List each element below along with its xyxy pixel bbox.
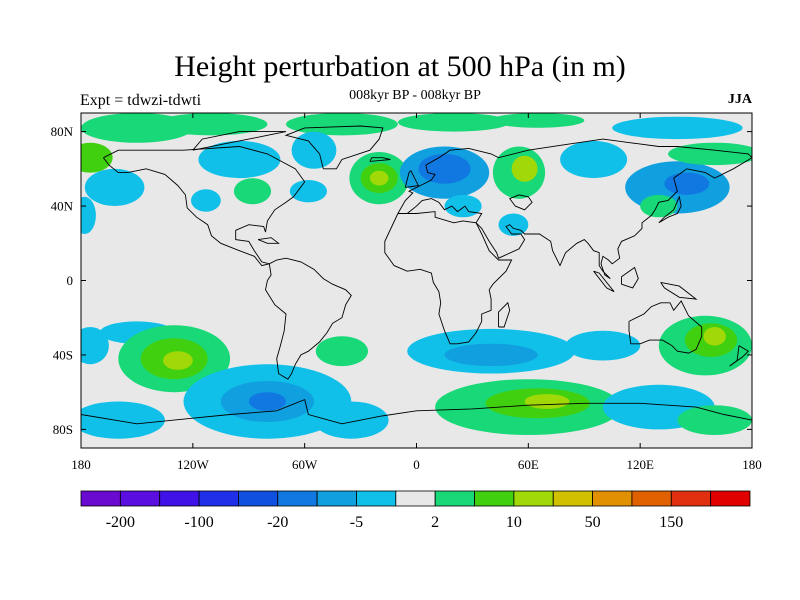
coastline-path bbox=[658, 195, 682, 224]
coastlines bbox=[81, 125, 752, 425]
coastline-path bbox=[593, 270, 615, 293]
colorbar-swatch bbox=[80, 490, 121, 507]
anomaly-contour bbox=[511, 155, 538, 182]
colorbar-swatch bbox=[710, 490, 751, 507]
colorbar-label: 150 bbox=[659, 514, 683, 531]
colorbar-swatch bbox=[670, 490, 712, 507]
experiment-label: Expt = tdwzi-tdwti bbox=[80, 92, 202, 109]
x-tick-label: 60E bbox=[518, 457, 539, 472]
coastline-path bbox=[81, 398, 752, 425]
colorbar-label: -20 bbox=[267, 514, 288, 531]
colorbar-swatch bbox=[434, 490, 475, 507]
coastline-path bbox=[508, 194, 533, 211]
x-tick-label: 120E bbox=[626, 457, 654, 472]
season-label: JJA bbox=[727, 92, 752, 107]
y-tick-label: 80S bbox=[53, 422, 73, 437]
anomaly-contour bbox=[612, 116, 743, 140]
colorbar-swatch bbox=[198, 490, 239, 507]
colorbar-label: -100 bbox=[184, 514, 213, 531]
anomaly-contour bbox=[418, 153, 471, 184]
period-label: 008kyr BP - 008kyr BP bbox=[349, 88, 481, 103]
x-tick-label: 180 bbox=[71, 457, 91, 472]
anomaly-contour bbox=[444, 194, 482, 218]
anomaly-contour bbox=[668, 142, 752, 166]
anomaly-contour bbox=[664, 172, 710, 195]
anomaly-contour bbox=[248, 392, 286, 411]
coastline-path bbox=[257, 237, 280, 244]
anomaly-contour bbox=[191, 189, 221, 212]
anomaly-contour bbox=[233, 178, 272, 205]
x-tick-label: 180 bbox=[742, 457, 762, 472]
anomaly-contour bbox=[155, 113, 268, 136]
anomaly-contour bbox=[163, 351, 193, 370]
anomaly-contour bbox=[315, 336, 368, 367]
colorbar-swatch bbox=[119, 490, 161, 507]
colorbar-label: -5 bbox=[350, 514, 363, 531]
coastline-path bbox=[729, 345, 750, 367]
anomaly-contour bbox=[565, 330, 641, 361]
coastline-path bbox=[621, 266, 639, 289]
colorbar-swatch bbox=[631, 490, 672, 507]
anomaly-contour bbox=[84, 168, 145, 206]
colorbar-label: -200 bbox=[106, 514, 135, 531]
coastline-path bbox=[498, 301, 511, 328]
colorbar-swatch bbox=[513, 490, 554, 507]
anomaly-contour bbox=[291, 131, 337, 169]
anomaly-contour bbox=[81, 327, 109, 365]
colorbar-swatch bbox=[474, 490, 515, 507]
colorbar-swatch bbox=[159, 490, 200, 507]
anomaly-field bbox=[81, 113, 752, 439]
coastline-path bbox=[397, 138, 752, 279]
coastline-path bbox=[265, 257, 352, 380]
colorbar-label: 2 bbox=[431, 514, 439, 531]
coastline-path bbox=[628, 300, 703, 354]
anomaly-contour bbox=[397, 113, 510, 132]
anomaly-contour bbox=[198, 140, 281, 179]
anomaly-contour bbox=[560, 140, 628, 179]
colorbar-swatch bbox=[316, 490, 357, 507]
anomaly-contour bbox=[289, 180, 327, 203]
anomaly-contour bbox=[81, 196, 96, 234]
colorbar-swatch bbox=[592, 490, 633, 507]
anomaly-contour bbox=[314, 401, 389, 439]
coastline-path bbox=[384, 211, 513, 345]
coastline-path bbox=[284, 125, 384, 170]
anomaly-contour bbox=[81, 401, 165, 439]
coastline-path bbox=[660, 281, 698, 300]
coastline-path bbox=[404, 169, 420, 188]
x-tick-label: 0 bbox=[413, 457, 420, 472]
colorbar-swatch bbox=[552, 490, 593, 507]
coastline-path bbox=[103, 146, 306, 267]
y-tick-label: 0 bbox=[67, 273, 74, 288]
y-tick-label: 40N bbox=[51, 199, 74, 214]
anomaly-contour bbox=[677, 405, 752, 435]
map-title: Height perturbation at 500 hPa (in m) bbox=[174, 50, 626, 83]
anomaly-contour bbox=[286, 113, 398, 136]
anomaly-contour bbox=[640, 194, 678, 218]
x-tick-label: 60W bbox=[292, 457, 318, 472]
y-tick-label: 40S bbox=[53, 347, 73, 362]
anomaly-contour bbox=[703, 327, 726, 346]
colorbar-swatch bbox=[356, 490, 397, 507]
colorbar-swatch bbox=[238, 490, 279, 507]
x-tick-label: 120W bbox=[177, 457, 210, 472]
colorbar-label: 50 bbox=[585, 514, 601, 531]
anomaly-contour bbox=[524, 394, 570, 409]
coastline-path bbox=[369, 157, 391, 162]
anomaly-contour bbox=[498, 213, 529, 236]
anomaly-contour bbox=[444, 343, 538, 367]
y-tick-label: 80N bbox=[51, 124, 74, 139]
colorbar-swatch bbox=[277, 490, 318, 507]
anomaly-contour bbox=[81, 142, 113, 173]
coastline-path bbox=[192, 131, 287, 151]
colorbar-label: 10 bbox=[506, 514, 522, 531]
anomaly-contour bbox=[491, 113, 585, 128]
anomaly-contour bbox=[369, 170, 389, 186]
colorbar-swatch bbox=[395, 490, 436, 507]
